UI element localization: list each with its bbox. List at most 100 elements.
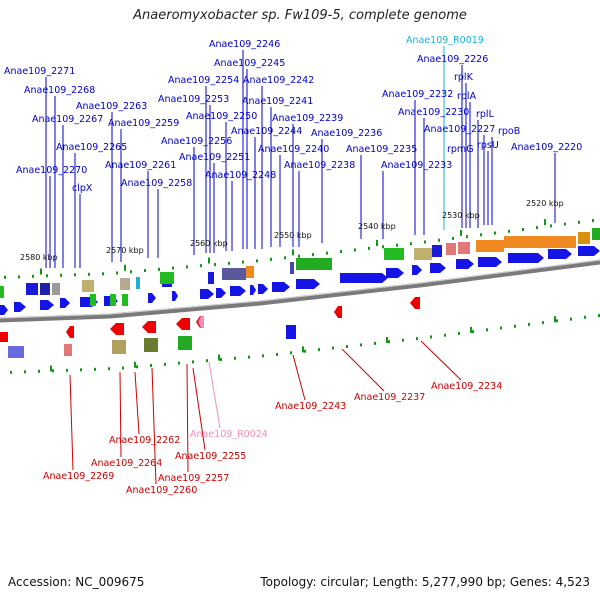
gene-label-top: Anae109_2233 [381,160,452,171]
gene-arrow-forward [172,291,178,301]
gene-arrow-forward [386,268,404,278]
gene-block-forward [222,268,246,280]
scale-track [4,219,600,374]
leader-line [119,371,122,458]
scale-major-tick [470,326,472,333]
gene-label-top: Anae109_2241 [242,96,313,107]
scale-tick [424,240,426,244]
gene-label-bottom: Anae109_2257 [158,473,229,484]
scale-tick [186,265,188,269]
scale-tick [326,251,328,255]
gene-label-top: Anae109_2235 [346,144,417,155]
gene-block-reverse [178,336,192,350]
scale-major-tick [124,264,126,271]
leader-line [420,340,462,381]
gene-label-top: Anae109_2267 [32,114,103,125]
gene-block-forward [246,266,254,278]
scale-tick [382,245,384,249]
scale-tick [444,333,446,337]
scale-tick [452,236,454,240]
scale-tick [136,365,138,369]
gene-label-top: Anae109_2248 [205,170,276,181]
gene-block-forward [592,228,600,240]
gene-arrow-reverse [142,321,156,333]
gene-label-top: Anae109_2258 [121,178,192,189]
gene-block-forward [122,294,128,306]
gene-label-top: Anae109_2250 [186,111,257,122]
scale-tick [234,356,236,360]
gene-label-top: Anae109_2256 [161,136,232,147]
gene-label-top: rplL [476,109,495,120]
scale-major-tick [50,365,52,372]
gene-label-top: Anae109_2246 [209,39,280,50]
leader-line [151,367,157,485]
scale-tick [304,349,306,353]
gene-block-forward [82,280,94,292]
gene-arrow-reverse [110,323,124,335]
scale-tick [228,261,230,265]
map-title: Anaeromyxobacter sp. Fw109-5, complete g… [133,8,467,23]
gene-label-top: Anae109_2265 [56,142,127,153]
scale-major-tick [376,239,378,246]
gene-block-forward [414,248,432,260]
gene-label-top: Anae109_2220 [511,142,582,153]
scale-tick [528,322,530,326]
scale-tick [312,253,314,257]
gene-block-forward [52,283,60,295]
scale-tick [130,270,132,274]
scale-tick [416,337,418,341]
gene-label-bottom: Anae109_2269 [43,471,114,482]
gene-block-forward [0,286,4,298]
scale-tick [192,360,194,364]
gene-block-forward [208,272,214,284]
scale-tick [290,351,292,355]
scale-tick [374,341,376,345]
scale-tick [360,343,362,347]
gene-label-bottom: Anae109_2260 [126,485,197,496]
scale-tick [10,370,12,374]
scale-tick [522,227,524,231]
scale-tick [248,355,250,359]
gene-label-top: Anae109_2259 [108,118,179,129]
scale-tick [514,324,516,328]
gene-arrow-forward [296,279,320,289]
gene-label-top: Anae109_2242 [243,75,314,86]
scale-tick [570,317,572,321]
top-labels: Anae109_2271 Anae109_2268 Anae109_2267 Anae… [4,35,582,194]
gene-label-top: Anae109_2270 [16,165,87,176]
gene-block-forward [504,236,576,248]
scale-tick [388,340,390,344]
accession-text: Accession: NC_009675 [8,575,145,589]
scale-label: 2580 kbp [20,253,58,262]
scale-label: 2550 kbp [274,231,312,240]
scale-tick [220,357,222,361]
scale-tick [108,367,110,371]
gene-label-top: Anae109_2239 [272,113,343,124]
gene-label-top: Anae109_2271 [4,66,75,77]
scale-label: 2530 kbp [442,211,480,220]
scale-tick [402,338,404,342]
gene-label-top: rpoB [498,126,520,137]
gene-arrow-reverse [66,326,74,338]
scale-tick [284,256,286,260]
scale-tick [88,272,90,276]
gene-block-forward [296,258,332,270]
gene-arrow-reverse [198,316,204,328]
scale-tick [480,233,482,237]
gene-block-forward [120,278,130,290]
gene-block-reverse [64,344,72,356]
scale-major-tick [544,219,546,226]
gene-label-top: Anae109_2240 [258,144,329,155]
gene-arrow-forward [478,257,502,267]
scale-tick [318,348,320,352]
scale-tick [494,231,496,235]
scale-major-tick [218,354,220,361]
scale-tick [564,222,566,226]
gene-arrow-forward [430,263,446,273]
gene-block-reverse [286,325,296,339]
scale-tick [472,330,474,334]
gene-arrow-forward [230,286,246,296]
scale-tick [458,331,460,335]
gene-label-top: Anae109_2261 [105,160,176,171]
scale-major-tick [302,346,304,353]
